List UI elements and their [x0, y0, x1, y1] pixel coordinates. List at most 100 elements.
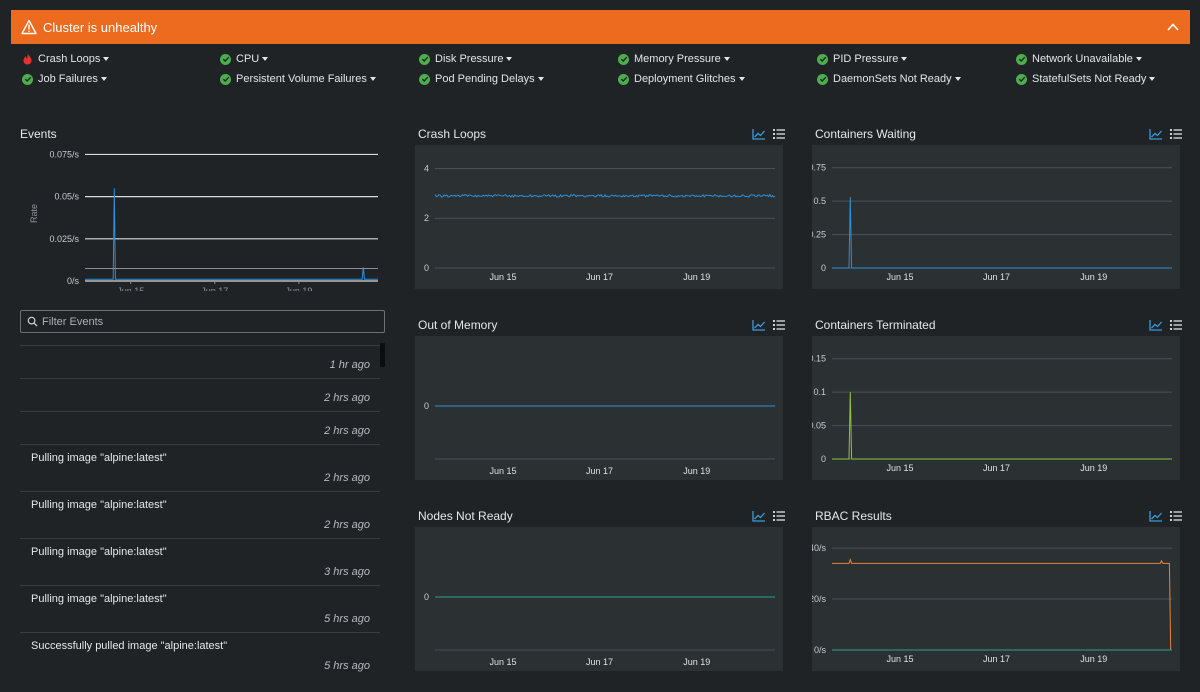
events-scrollbar[interactable] [380, 343, 385, 367]
caret-down-icon [103, 57, 110, 61]
x-tick-label: Jun 19 [683, 657, 710, 667]
health-banner[interactable]: Cluster is unhealthy [11, 10, 1190, 44]
line-chart-icon[interactable] [752, 128, 766, 140]
event-row[interactable]: Pulling image "alpine:latest" 2 hrs ago [20, 444, 380, 491]
check-statefulsets-not-ready[interactable]: StatefulSets Not Ready [1016, 73, 1156, 85]
check-deployment-glitches[interactable]: Deployment Glitches [618, 73, 745, 85]
event-time: 1 hr ago [329, 359, 370, 371]
y-tick-label: 0.075/s [49, 149, 79, 159]
y-tick-label: 0.5 [813, 196, 826, 206]
line-chart-icon[interactable] [1149, 128, 1163, 140]
nodes-not-ready-title: Nodes Not Ready [418, 509, 513, 523]
event-row[interactable]: Successfully pulled image "alpine:latest… [20, 632, 380, 675]
y-tick-label: 0 [424, 263, 429, 273]
line-chart-icon[interactable] [1149, 510, 1163, 522]
x-tick-label: Jun 19 [1080, 654, 1107, 664]
y-tick-label: 0.15 [812, 354, 826, 364]
caret-down-icon [262, 57, 269, 61]
list-icon[interactable] [772, 128, 786, 140]
containers-terminated-tools [1149, 319, 1183, 331]
nodes-not-ready-tools [752, 510, 786, 522]
y-tick-label: 0 [424, 401, 429, 411]
out-of-memory-tools [752, 319, 786, 331]
caret-down-icon [901, 57, 908, 61]
caret-down-icon [1149, 77, 1156, 81]
list-icon[interactable] [1169, 510, 1183, 522]
check-ok-icon [817, 73, 828, 85]
event-row[interactable]: Pulling image "alpine:latest" 3 hrs ago [20, 538, 380, 585]
y-tick-label: 0.05 [812, 421, 826, 431]
event-row[interactable]: 2 hrs ago [20, 378, 380, 411]
y-tick-label: 0.25 [812, 230, 826, 240]
containers-waiting-title: Containers Waiting [815, 127, 916, 141]
y-axis-label: Rate [29, 204, 39, 223]
check-label: StatefulSets Not Ready [1032, 73, 1147, 85]
event-row[interactable]: Pulling image "alpine:latest" 5 hrs ago [20, 585, 380, 632]
containers-waiting-chart: 0 0.25 0.5 0.75 Jun 15 Jun 17 Jun 19 [812, 145, 1180, 289]
check-pod-pending-delays[interactable]: Pod Pending Delays [419, 73, 544, 85]
event-row[interactable]: Pulling image "alpine:latest" 2 hrs ago [20, 491, 380, 538]
event-time: 5 hrs ago [324, 613, 370, 625]
events-list[interactable]: 1 hr ago 2 hrs ago 2 hrs ago Pulling image … [20, 345, 380, 675]
x-tick-label: Jun 15 [117, 286, 144, 291]
check-ok-icon [817, 53, 828, 65]
banner-title: Cluster is unhealthy [43, 19, 158, 35]
filter-events-input[interactable] [42, 315, 372, 328]
list-icon[interactable] [1169, 319, 1183, 331]
line-chart-icon[interactable] [752, 510, 766, 522]
caret-down-icon [537, 77, 544, 81]
nodes-not-ready-chart: 0 Jun 15 Jun 17 Jun 19 [415, 527, 783, 671]
series-line-1 [832, 392, 1172, 460]
x-tick-label: Jun 19 [1080, 463, 1107, 473]
y-tick-label: 0.025/s [49, 234, 79, 244]
event-time: 2 hrs ago [324, 519, 370, 531]
health-checks: Crash Loops CPU Disk Pressure Memory Pressu… [22, 53, 1182, 93]
event-time: 3 hrs ago [324, 566, 370, 578]
x-tick-label: Jun 15 [886, 463, 913, 473]
warning-icon [21, 19, 37, 35]
y-tick-label: 4 [424, 163, 429, 173]
out-of-memory-title: Out of Memory [418, 318, 498, 332]
event-time: 2 hrs ago [324, 472, 370, 484]
series-line-1 [832, 197, 1172, 269]
check-ok-icon [1016, 53, 1027, 65]
check-daemonsets-not-ready[interactable]: DaemonSets Not Ready [817, 73, 961, 85]
check-crash-loops[interactable]: Crash Loops [22, 53, 110, 65]
check-job-failures[interactable]: Job Failures [22, 73, 107, 85]
x-tick-label: Jun 15 [886, 654, 913, 664]
x-tick-label: Jun 19 [285, 286, 312, 291]
check-network-unavailable[interactable]: Network Unavailable [1016, 53, 1142, 65]
check-label: Crash Loops [38, 53, 101, 65]
check-label: PID Pressure [833, 53, 899, 65]
series-line-1 [434, 193, 776, 198]
line-chart-icon[interactable] [752, 319, 766, 331]
event-row[interactable]: 2 hrs ago [20, 411, 380, 444]
check-cpu[interactable]: CPU [220, 53, 269, 65]
check-ok-icon [419, 53, 430, 65]
caret-down-icon [100, 77, 107, 81]
containers-terminated-title: Containers Terminated [815, 318, 936, 332]
check-disk-pressure[interactable]: Disk Pressure [419, 53, 513, 65]
crash-loops-tools [752, 128, 786, 140]
line-chart-icon[interactable] [1149, 319, 1163, 331]
x-tick-label: Jun 17 [586, 657, 613, 667]
x-tick-label: Jun 17 [983, 463, 1010, 473]
rbac-results-tools [1149, 510, 1183, 522]
check-persistent-volume-failures[interactable]: Persistent Volume Failures [220, 73, 376, 85]
chevron-up-icon[interactable] [1166, 20, 1180, 34]
check-ok-icon [618, 73, 629, 85]
event-row[interactable]: 1 hr ago [20, 345, 380, 378]
event-message: Successfully pulled image "alpine:latest… [31, 640, 228, 652]
check-ok-icon [22, 73, 33, 85]
x-tick-label: Jun 15 [489, 272, 516, 282]
filter-events-field[interactable] [20, 310, 385, 333]
check-pid-pressure[interactable]: PID Pressure [817, 53, 908, 65]
check-label: DaemonSets Not Ready [833, 73, 952, 85]
check-label: Disk Pressure [435, 53, 504, 65]
list-icon[interactable] [1169, 128, 1183, 140]
series-line-1 [832, 558, 1172, 651]
check-memory-pressure[interactable]: Memory Pressure [618, 53, 730, 65]
caret-down-icon [738, 77, 745, 81]
list-icon[interactable] [772, 510, 786, 522]
list-icon[interactable] [772, 319, 786, 331]
